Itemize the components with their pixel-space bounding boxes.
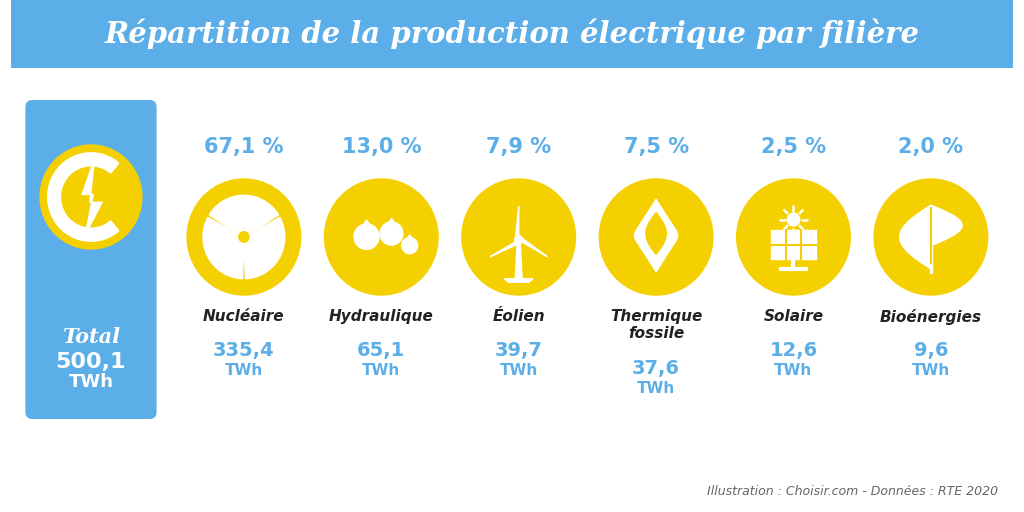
Polygon shape bbox=[490, 240, 520, 257]
Text: TWh: TWh bbox=[224, 363, 263, 378]
Polygon shape bbox=[209, 195, 279, 232]
Text: TWh: TWh bbox=[500, 363, 538, 378]
Polygon shape bbox=[48, 153, 119, 241]
Text: TWh: TWh bbox=[774, 363, 813, 378]
Polygon shape bbox=[403, 235, 416, 244]
Text: 39,7: 39,7 bbox=[495, 341, 543, 360]
Text: 335,4: 335,4 bbox=[213, 341, 274, 360]
Text: Solaire: Solaire bbox=[764, 309, 823, 324]
Polygon shape bbox=[635, 199, 678, 272]
Circle shape bbox=[354, 224, 379, 249]
Text: Hydraulique: Hydraulique bbox=[329, 309, 434, 324]
Circle shape bbox=[515, 236, 522, 244]
FancyBboxPatch shape bbox=[10, 0, 1014, 68]
Circle shape bbox=[187, 179, 301, 295]
Text: Bioénergies: Bioénergies bbox=[880, 309, 982, 325]
Circle shape bbox=[40, 145, 142, 249]
Text: 67,1 %: 67,1 % bbox=[204, 137, 284, 157]
Text: 13,0 %: 13,0 % bbox=[342, 137, 421, 157]
Polygon shape bbox=[383, 219, 400, 230]
Text: Illustration : Choisir.com - Données : RTE 2020: Illustration : Choisir.com - Données : R… bbox=[707, 485, 997, 498]
Text: 7,5 %: 7,5 % bbox=[624, 137, 689, 157]
Text: TWh: TWh bbox=[69, 373, 114, 391]
FancyBboxPatch shape bbox=[26, 100, 157, 419]
Text: 9,6: 9,6 bbox=[913, 341, 948, 360]
Circle shape bbox=[736, 179, 850, 295]
Text: 37,6: 37,6 bbox=[632, 359, 680, 378]
Text: Nucléaire: Nucléaire bbox=[203, 309, 285, 324]
Text: 12,6: 12,6 bbox=[769, 341, 817, 360]
Polygon shape bbox=[244, 218, 285, 279]
Circle shape bbox=[236, 229, 252, 245]
Text: Éolien: Éolien bbox=[493, 309, 545, 324]
Polygon shape bbox=[505, 279, 532, 282]
Polygon shape bbox=[203, 218, 244, 279]
Polygon shape bbox=[931, 205, 963, 246]
Text: TWh: TWh bbox=[362, 363, 400, 378]
Text: 65,1: 65,1 bbox=[357, 341, 406, 360]
Circle shape bbox=[787, 213, 800, 226]
Text: 2,5 %: 2,5 % bbox=[761, 137, 826, 157]
Polygon shape bbox=[900, 205, 931, 269]
Polygon shape bbox=[771, 230, 816, 259]
Text: 7,9 %: 7,9 % bbox=[486, 137, 551, 157]
Polygon shape bbox=[357, 220, 376, 233]
Circle shape bbox=[599, 179, 713, 295]
Circle shape bbox=[462, 179, 575, 295]
Text: TWh: TWh bbox=[637, 381, 675, 396]
Text: Thermique
fossile: Thermique fossile bbox=[610, 309, 702, 342]
Polygon shape bbox=[82, 160, 102, 234]
Polygon shape bbox=[519, 237, 547, 257]
Text: 2,0 %: 2,0 % bbox=[898, 137, 964, 157]
Polygon shape bbox=[646, 212, 667, 254]
Text: TWh: TWh bbox=[911, 363, 950, 378]
Circle shape bbox=[874, 179, 988, 295]
Polygon shape bbox=[515, 240, 522, 279]
Circle shape bbox=[380, 222, 402, 245]
Circle shape bbox=[401, 238, 418, 254]
Polygon shape bbox=[515, 206, 519, 240]
Text: Total: Total bbox=[62, 327, 120, 347]
Text: Répartition de la production électrique par filière: Répartition de la production électrique … bbox=[104, 19, 920, 49]
Text: 500,1: 500,1 bbox=[55, 352, 126, 372]
Circle shape bbox=[239, 232, 249, 242]
Circle shape bbox=[325, 179, 438, 295]
